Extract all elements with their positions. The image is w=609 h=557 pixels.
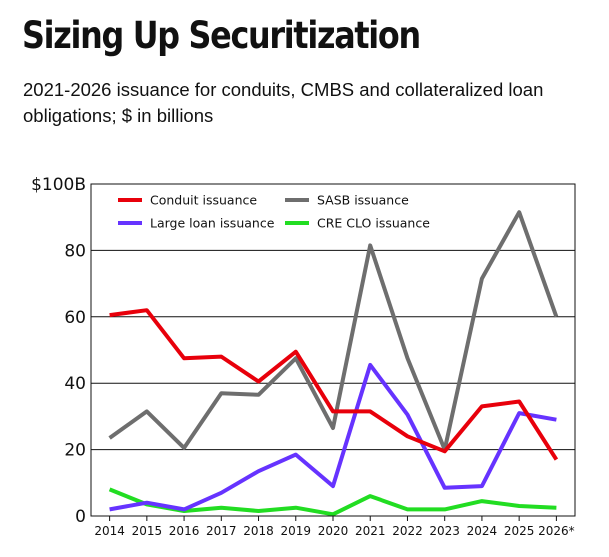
chart-title: Sizing Up Securitization bbox=[22, 14, 421, 57]
series-lines bbox=[108, 210, 559, 517]
x-tick-label: 2019 bbox=[280, 524, 311, 538]
x-tick-label: 2015 bbox=[132, 524, 163, 538]
legend-label: CRE CLO issuance bbox=[317, 216, 430, 231]
legend-label: SASB issuance bbox=[317, 193, 409, 208]
y-axis-ticks: 0 20 40 60 80 $100B bbox=[31, 175, 86, 527]
legend-label: Large loan issuance bbox=[150, 216, 275, 231]
x-tick-label: 2020 bbox=[318, 524, 349, 538]
x-tick-label: 2023 bbox=[429, 524, 460, 538]
plot-frame bbox=[90, 183, 576, 517]
x-tick-label: 2014 bbox=[94, 524, 125, 538]
y-tick-label: 60 bbox=[64, 308, 86, 328]
legend: Conduit issuance SASB issuance Large loan … bbox=[118, 193, 430, 231]
x-tick-label: 2021 bbox=[355, 524, 386, 538]
y-tick-label: 80 bbox=[64, 241, 86, 261]
x-tick-label: 2025 bbox=[504, 524, 535, 538]
series-line-large-loan-issuance bbox=[109, 362, 557, 512]
series-line-cre-clo-issuance bbox=[108, 487, 557, 517]
chart-subtitle: 2021-2026 issuance for conduits, CMBS an… bbox=[23, 79, 544, 126]
x-tick-label: 2017 bbox=[206, 524, 237, 538]
series-line-conduit-issuance bbox=[109, 308, 559, 461]
x-tick-label: 2024 bbox=[467, 524, 498, 538]
y-tick-label: 40 bbox=[64, 374, 86, 394]
y-tick-label: $100B bbox=[31, 175, 86, 195]
y-tick-label: 0 bbox=[75, 507, 86, 527]
x-tick-label: 2018 bbox=[243, 524, 274, 538]
x-axis-ticks: 2014 2015 2016 2017 2018 2019 2020 2021 2022 2023… bbox=[94, 516, 575, 538]
y-tick-label: 20 bbox=[64, 441, 86, 461]
x-tick-label: 2022 bbox=[392, 524, 423, 538]
x-tick-label: 2026* bbox=[538, 524, 575, 538]
legend-label: Conduit issuance bbox=[150, 193, 257, 208]
series-line-sasb-issuance bbox=[108, 210, 559, 452]
grid-lines bbox=[91, 183, 575, 517]
x-tick-label: 2016 bbox=[169, 524, 200, 538]
